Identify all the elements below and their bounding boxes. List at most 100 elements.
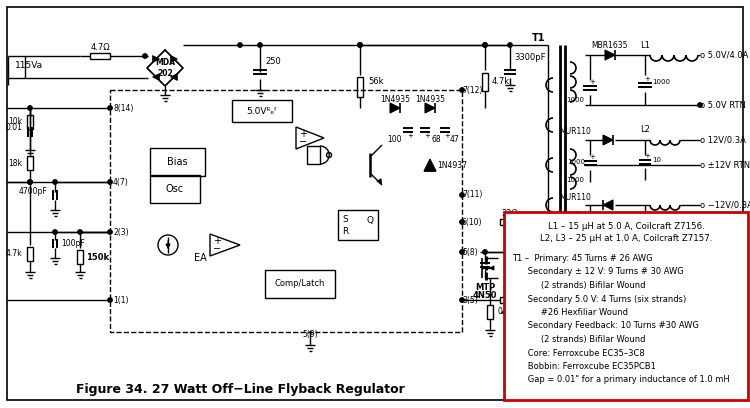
Text: +: + — [299, 129, 307, 139]
Text: Gap = 0.01" for a primary inductance of 1.0 mH: Gap = 0.01" for a primary inductance of … — [512, 375, 730, 384]
Text: Core: Ferroxcube EC35–3C8: Core: Ferroxcube EC35–3C8 — [512, 348, 645, 357]
Text: 1N4935: 1N4935 — [415, 95, 445, 104]
Circle shape — [108, 180, 112, 184]
Text: 115Va: 115Va — [15, 60, 43, 69]
Text: 7(12): 7(12) — [462, 86, 482, 95]
Text: 100: 100 — [388, 135, 402, 144]
Text: +: + — [424, 133, 430, 139]
Text: −: − — [299, 137, 307, 147]
Bar — [487, 305, 493, 319]
Circle shape — [108, 230, 112, 234]
Text: +: + — [589, 154, 595, 160]
Text: +: + — [644, 76, 650, 82]
Text: 56k: 56k — [368, 78, 383, 86]
Text: MUR110: MUR110 — [559, 193, 591, 202]
Text: 4700pF: 4700pF — [18, 188, 47, 197]
Circle shape — [142, 54, 147, 58]
Bar — [357, 77, 363, 97]
Polygon shape — [424, 159, 436, 171]
Text: MBR1635: MBR1635 — [592, 42, 628, 51]
Text: 4(7): 4(7) — [113, 177, 129, 186]
Circle shape — [53, 180, 57, 184]
Bar — [232, 100, 292, 122]
Text: 4.7Ω: 4.7Ω — [90, 44, 110, 53]
Text: 4N50: 4N50 — [472, 291, 497, 301]
Text: +: + — [644, 153, 650, 159]
Text: 5(8): 5(8) — [462, 248, 478, 257]
Circle shape — [28, 180, 32, 184]
Circle shape — [53, 230, 57, 234]
Text: 2200: 2200 — [544, 297, 562, 303]
Text: +: + — [214, 235, 221, 246]
Circle shape — [108, 298, 112, 302]
Text: T1: T1 — [532, 33, 545, 43]
Polygon shape — [605, 50, 615, 60]
Text: #26 Hexfiliar Wound: #26 Hexfiliar Wound — [512, 308, 628, 317]
Text: 68: 68 — [431, 135, 441, 144]
Text: Figure 34. 27 Watt Off−Line Flyback Regulator: Figure 34. 27 Watt Off−Line Flyback Regu… — [76, 384, 404, 397]
Text: 1(1): 1(1) — [113, 295, 128, 304]
Circle shape — [258, 43, 262, 47]
Text: −: − — [214, 244, 221, 255]
Text: T1 –  Primary: 45 Turns # 26 AWG: T1 – Primary: 45 Turns # 26 AWG — [512, 254, 652, 263]
Text: 2.7k: 2.7k — [517, 268, 533, 277]
Text: 0.5Ω: 0.5Ω — [497, 308, 515, 317]
Text: 4.7k: 4.7k — [492, 78, 510, 86]
Text: 1N4935: 1N4935 — [380, 95, 410, 104]
Text: Comp/Latch: Comp/Latch — [274, 279, 326, 288]
Text: 5.0Vᴿₑᶠ: 5.0Vᴿₑᶠ — [247, 106, 278, 115]
Text: Osc: Osc — [166, 184, 184, 194]
Polygon shape — [152, 73, 160, 80]
Circle shape — [508, 250, 512, 254]
Polygon shape — [170, 55, 178, 62]
Polygon shape — [390, 103, 400, 113]
Bar — [504, 212, 748, 400]
Circle shape — [78, 230, 82, 234]
Circle shape — [698, 246, 702, 250]
Circle shape — [483, 43, 488, 47]
Text: o 12V/0.3A: o 12V/0.3A — [700, 135, 746, 144]
Circle shape — [483, 250, 488, 254]
Text: MTP: MTP — [475, 284, 495, 293]
Text: S: S — [342, 215, 348, 224]
Circle shape — [460, 88, 464, 92]
Text: 1000: 1000 — [566, 267, 584, 273]
Text: 4.7k: 4.7k — [5, 250, 22, 259]
Text: 2(3): 2(3) — [113, 228, 129, 237]
Polygon shape — [603, 135, 613, 145]
Bar — [507, 265, 513, 279]
Text: (2 strands) Bifilar Wound: (2 strands) Bifilar Wound — [512, 281, 646, 290]
Text: (2 strands) Bifilar Wound: (2 strands) Bifilar Wound — [512, 335, 646, 344]
Bar — [27, 115, 33, 129]
Text: Q: Q — [367, 215, 374, 224]
Text: 1N4937: 1N4937 — [518, 306, 548, 315]
Text: 8(14): 8(14) — [113, 104, 134, 113]
Polygon shape — [425, 103, 435, 113]
Text: Bobbin: Ferroxcube EC35PCB1: Bobbin: Ferroxcube EC35PCB1 — [512, 362, 656, 371]
Text: R: R — [342, 228, 348, 237]
Text: 10k: 10k — [8, 118, 22, 126]
Bar — [150, 175, 200, 203]
Text: MDA
202: MDA 202 — [155, 58, 175, 78]
Text: 1000: 1000 — [567, 225, 585, 231]
Text: 47: 47 — [450, 135, 460, 144]
Text: 3300pF: 3300pF — [514, 53, 545, 62]
Polygon shape — [152, 55, 160, 62]
Text: Secondary 5.0 V: 4 Turns (six strands): Secondary 5.0 V: 4 Turns (six strands) — [512, 295, 686, 304]
Text: MUR110: MUR110 — [559, 127, 591, 137]
Circle shape — [28, 180, 32, 184]
Text: 3(5): 3(5) — [462, 295, 478, 304]
Text: 1N4937: 1N4937 — [518, 306, 548, 315]
Text: L2: L2 — [640, 126, 650, 135]
Text: o −12V/0.3A: o −12V/0.3A — [700, 200, 750, 209]
Circle shape — [698, 103, 702, 107]
Text: 1000: 1000 — [566, 177, 584, 183]
Text: 10: 10 — [652, 219, 661, 225]
Text: L1 – 15 μH at 5.0 A, Coilcraft Z7156.: L1 – 15 μH at 5.0 A, Coilcraft Z7156. — [548, 222, 704, 231]
Circle shape — [358, 43, 362, 47]
Bar — [27, 156, 33, 170]
Circle shape — [108, 106, 112, 110]
Bar — [90, 53, 110, 59]
Bar — [482, 73, 488, 91]
Circle shape — [460, 298, 464, 302]
